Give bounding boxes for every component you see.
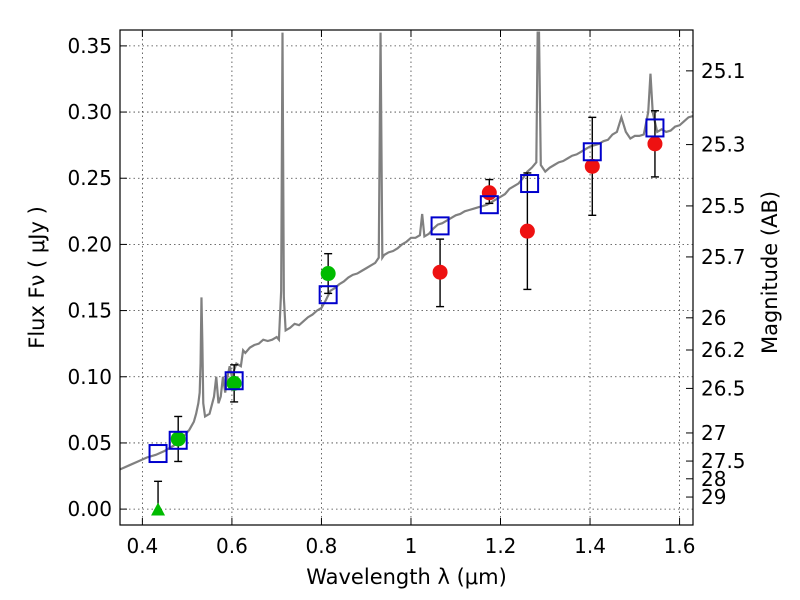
x-tick-label: 0.4 [126,534,158,558]
green-data-point [320,266,336,282]
red-data-point [647,136,663,152]
mag-tick-label: 25.7 [701,245,746,269]
y-tick-label: 0.05 [67,431,112,455]
red-data-point [481,185,497,201]
mag-tick-label: 27.5 [701,449,746,473]
y-tick-label: 0.10 [67,365,112,389]
x-tick-label: 1.4 [574,534,606,558]
model-square-marker [582,142,602,162]
y-tick-label: 0.15 [67,299,112,323]
model-square-marker [430,216,450,236]
y-tick-label: 0.00 [67,497,112,521]
mag-tick-label: 28 [701,467,726,491]
mag-tick-label: 29 [701,485,726,509]
model-square-marker [148,444,168,464]
mag-tick-label: 27 [701,421,726,445]
green-data-point [170,431,186,447]
upper-limit-marker [151,502,166,516]
right-axis-label: Magnitude (AB) [758,191,782,354]
data-markers [148,110,665,516]
x-axis-label: Wavelength λ (μm) [306,565,507,589]
y-tick-label: 0.25 [67,166,112,190]
mag-tick-label: 26.2 [701,338,746,362]
plot-frame [119,29,694,526]
x-tick-label: 1.2 [485,534,517,558]
x-tick-label: 0.8 [306,534,338,558]
model-square-marker [318,285,338,305]
model-square-marker [224,371,244,391]
red-data-point [584,158,600,174]
mag-tick-label: 26 [701,306,726,330]
y-tick-label: 0.35 [67,34,112,58]
x-tick-label: 1 [405,534,418,558]
red-data-point [432,264,448,280]
grid [120,30,693,525]
model-square-marker [520,174,540,194]
y-tick-label: 0.30 [67,100,112,124]
red-data-point [519,223,535,239]
x-tick-label: 0.6 [216,534,248,558]
model-square-marker [645,118,665,138]
spectrum-line [120,31,693,471]
x-tick-label: 1.6 [664,534,696,558]
y-axis-label: Flux Fν ( μJy ) [25,206,49,349]
mag-tick-label: 25.5 [701,194,746,218]
green-data-point [226,375,242,391]
mag-tick-label: 26.5 [701,376,746,400]
model-square-marker [479,195,499,215]
mag-tick-label: 25.1 [701,59,746,83]
mag-tick-label: 25.3 [701,133,746,157]
axis-ticks: 0.4 0.6 0.8 1 1.2 1.4 1.6 0.00 0.05 0.10 0.15 0.20 0… [67,30,746,558]
model-square-marker [168,430,188,450]
y-tick-label: 0.20 [67,232,112,256]
model-spectrum [120,31,693,471]
